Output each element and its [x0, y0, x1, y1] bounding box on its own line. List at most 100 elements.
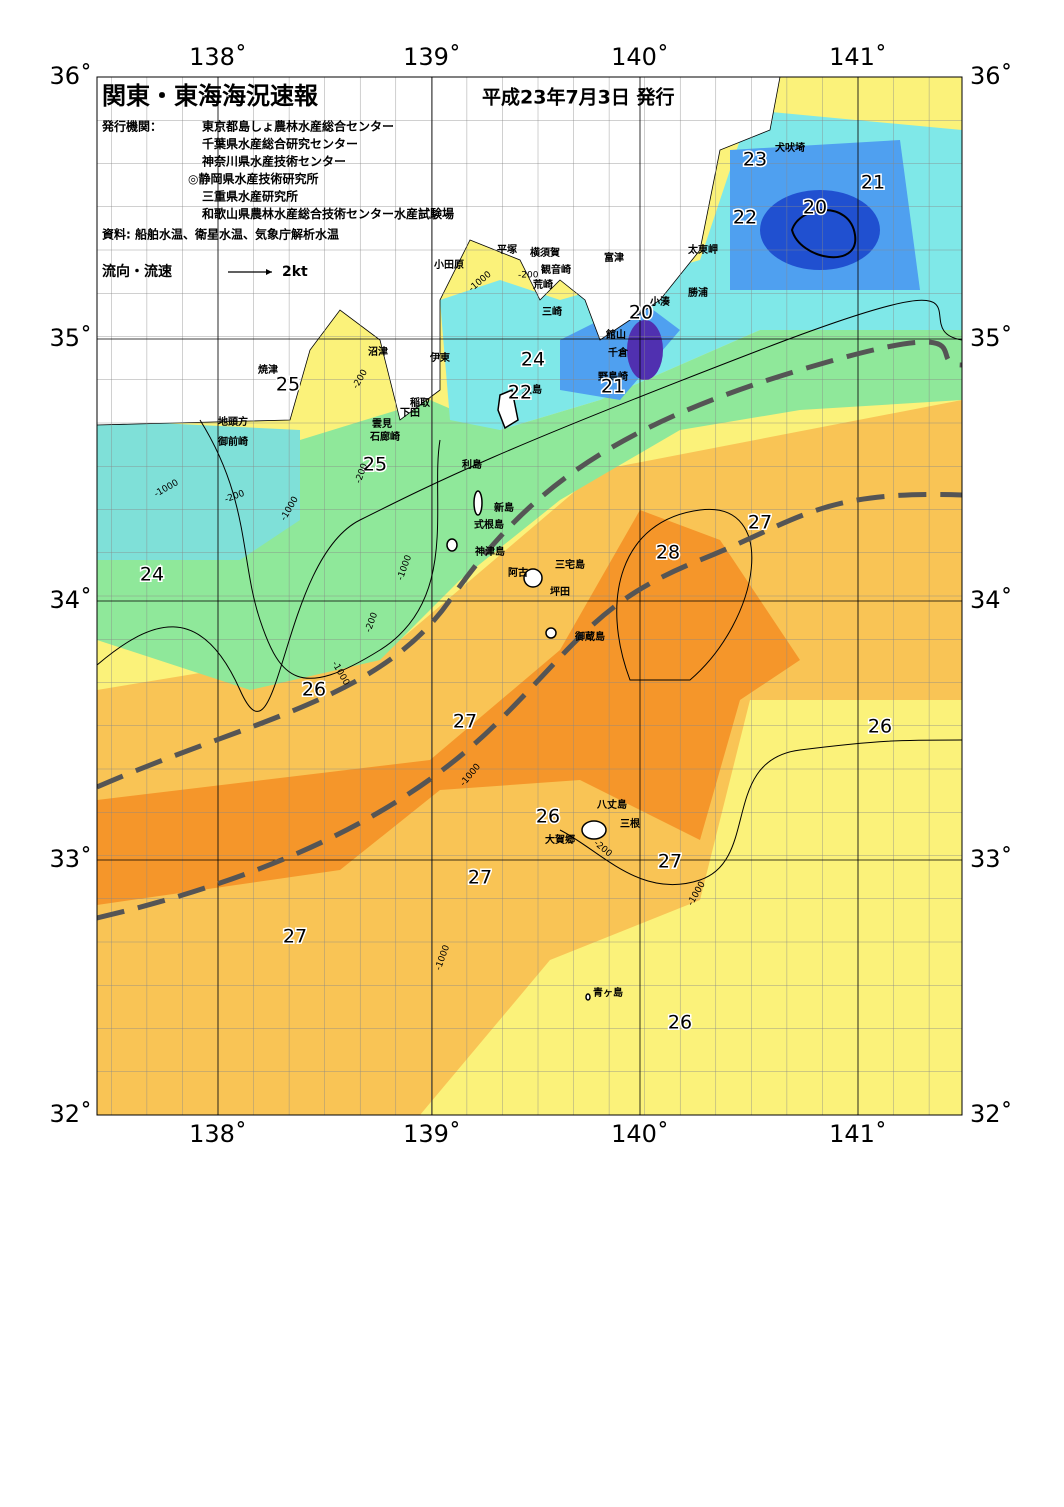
- place-name: 大賀郷: [545, 833, 575, 846]
- place-name: 三根: [620, 817, 640, 830]
- issuer: 神奈川県水産技術センター: [202, 154, 346, 169]
- lon-label: 140˚: [611, 43, 669, 71]
- lat-label: 36˚: [49, 62, 92, 90]
- island: [523, 568, 543, 588]
- temperature-label: 27: [748, 512, 772, 534]
- place-name: 下田: [400, 407, 420, 419]
- place-name: 千倉: [608, 346, 629, 359]
- sea-purple: [627, 320, 663, 380]
- islands: [446, 388, 607, 1001]
- island: [581, 820, 607, 840]
- place-name: 石廊崎: [369, 430, 400, 443]
- temperature-label: 26: [302, 679, 326, 701]
- temperature-label: 26: [668, 1012, 692, 1034]
- place-name: 新島: [494, 501, 514, 514]
- place-name: 御蔵島: [574, 630, 605, 643]
- place-name: 青ヶ島: [593, 986, 623, 999]
- issuer: 三重県水産研究所: [202, 189, 298, 204]
- issuer: 和歌山県農林水産総合技術センター水産試験場: [201, 206, 454, 221]
- place-name: 焼津: [258, 363, 278, 376]
- legend-speed: 2kt: [282, 264, 308, 280]
- temperature-label: 28: [656, 542, 680, 564]
- temperature-label: 23: [743, 149, 767, 171]
- temperature-label: 24: [521, 349, 545, 371]
- kuroshio-path: [97, 491, 962, 921]
- temperature-label: 27: [453, 711, 477, 733]
- place-name: 荒崎: [532, 278, 553, 291]
- place-name: 野島崎: [598, 370, 628, 383]
- place-name: 神津島: [475, 545, 505, 558]
- map-frame: [96, 76, 963, 1116]
- lat-label: 33˚: [970, 845, 1013, 873]
- contour: [616, 509, 753, 681]
- sea-green: [97, 300, 962, 690]
- temperature-label: 20: [803, 197, 827, 219]
- sources: 資料: 船舶水温、衛星水温、気象庁解析水温: [102, 227, 339, 242]
- temperature-label: 26: [536, 806, 560, 828]
- issuer: ◎静岡県水産技術研究所: [188, 171, 318, 186]
- temperature-label: 22: [733, 207, 757, 229]
- place-name: 伊東: [429, 351, 450, 364]
- lat-label: 35˚: [49, 324, 92, 352]
- temperature-label: 27: [468, 867, 492, 889]
- lat-label: 33˚: [49, 845, 92, 873]
- temperature-label: 24: [140, 564, 164, 586]
- place-name: 利島: [462, 458, 482, 471]
- place-name: 阿古: [508, 566, 528, 579]
- lat-label: 35˚: [970, 324, 1013, 352]
- depth-label: -200: [518, 271, 539, 281]
- island: [585, 993, 591, 1001]
- place-name: 富津: [604, 251, 624, 264]
- lat-label: 32˚: [49, 1100, 92, 1128]
- place-name: 大島: [522, 383, 542, 396]
- legend-arrowhead: [266, 269, 272, 275]
- temperature-label: 20: [629, 302, 653, 324]
- temperature-label: 25: [276, 374, 300, 396]
- place-name: 館山: [605, 328, 626, 341]
- place-name: 観音崎: [541, 263, 571, 276]
- title: 関東・東海海況速報: [102, 82, 319, 110]
- temperature-label: 27: [283, 926, 307, 948]
- contour: [199, 419, 441, 679]
- temperature-label: 22: [508, 382, 532, 404]
- lat-label: 34˚: [970, 586, 1013, 614]
- place-name: 犬吠埼: [775, 141, 805, 154]
- place-name: 横須賀: [530, 246, 560, 259]
- place-name: 坪田: [550, 585, 570, 598]
- contour: [790, 209, 857, 259]
- lat-label: 32˚: [970, 1100, 1013, 1128]
- lat-label: 36˚: [970, 62, 1013, 90]
- place-name: 式根島: [474, 518, 504, 531]
- island: [497, 388, 519, 430]
- place-name: 勝浦: [688, 286, 708, 299]
- lon-label: 141˚: [829, 1120, 887, 1148]
- place-name: 小湊: [649, 295, 671, 308]
- temperature-label: 27: [658, 851, 682, 873]
- island: [545, 627, 557, 639]
- place-name: 八丈島: [596, 798, 627, 811]
- place-name: 三宅島: [555, 558, 585, 571]
- island: [473, 490, 483, 516]
- place-name: 小田原: [433, 258, 464, 271]
- legend-label: 流向・流速: [102, 263, 172, 280]
- sea-cyan-west: [97, 420, 300, 560]
- island: [446, 538, 458, 552]
- issuer: 千葉県水産総合研究センター: [202, 136, 358, 151]
- temperature-label: 25: [363, 454, 387, 476]
- issuer-label: 発行機関：: [101, 119, 162, 134]
- contour: [559, 739, 962, 886]
- place-name: 御前崎: [217, 435, 248, 448]
- contour: [97, 299, 962, 712]
- place-name: 太東岬: [687, 243, 718, 256]
- place-name: 雲見: [372, 418, 392, 430]
- sea-map: [97, 77, 962, 1115]
- lon-label: 140˚: [611, 1120, 669, 1148]
- place-name: 地頭方: [218, 415, 248, 428]
- lon-label: 139˚: [403, 43, 461, 71]
- issue-date: 平成23年7月3日 発行: [482, 86, 675, 109]
- lat-label: 34˚: [49, 586, 92, 614]
- temperature-label: 21: [601, 376, 625, 398]
- place-name: 三崎: [542, 305, 562, 318]
- place-name: 稲取: [410, 396, 431, 409]
